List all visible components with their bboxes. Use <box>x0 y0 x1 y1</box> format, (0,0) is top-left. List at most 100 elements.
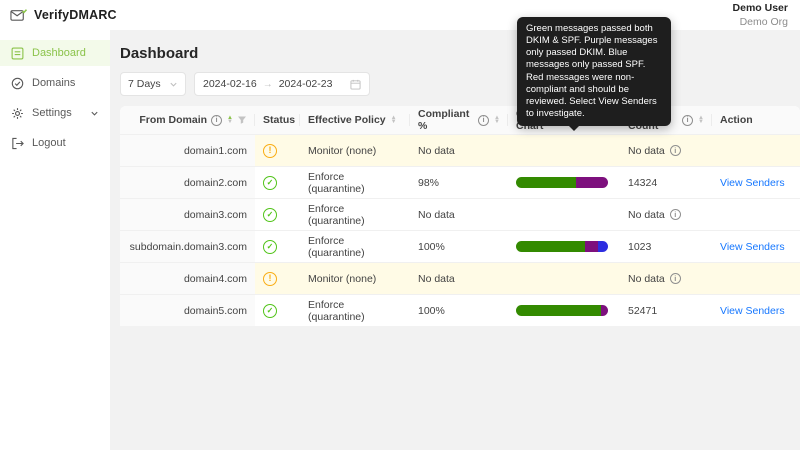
cell-effective-policy: Monitor (none) <box>300 263 410 294</box>
cell-action <box>712 199 800 230</box>
domains-table: From Domain i ▲ ▼ Status Effective Policy ▲ ▼ Co… <box>120 106 800 326</box>
sidebar-item-label: Domains <box>32 77 76 89</box>
cell-compliance-chart <box>508 295 620 326</box>
filter-icon[interactable] <box>237 115 247 125</box>
cell-action: View Senders <box>712 167 800 198</box>
cell-total-count: 1023 <box>620 231 712 262</box>
compliance-bar <box>516 241 608 252</box>
table-header-row: From Domain i ▲ ▼ Status Effective Policy ▲ ▼ Co… <box>120 106 800 134</box>
app-logo: VerifyDMARC <box>10 8 117 22</box>
cell-total-count: 52471 <box>620 295 712 326</box>
cell-compliance-chart <box>508 263 620 294</box>
sidebar-item-label: Settings <box>32 107 72 119</box>
status-success-icon: ✓ <box>263 303 277 318</box>
chart-segment-purple <box>575 177 608 188</box>
cell-status: ✓ <box>255 295 300 326</box>
sidebar-item-dashboard[interactable]: Dashboard <box>0 40 110 66</box>
cell-action: View Senders <box>712 295 800 326</box>
chart-segment-purple <box>585 241 598 252</box>
chart-segment-green <box>516 177 576 188</box>
cell-status: ✓ <box>255 167 300 198</box>
cell-from-domain: domain3.com <box>120 199 255 230</box>
info-icon[interactable]: i <box>669 145 681 156</box>
chart-segment-green <box>516 241 585 252</box>
date-start: 2024-02-16 <box>203 78 257 90</box>
cell-from-domain: domain5.com <box>120 295 255 326</box>
total-count-value: No data <box>628 272 665 285</box>
filter-bar: 7 Days 2024-02-16 → 2024-02-23 <box>120 72 800 96</box>
domains-icon <box>11 77 24 90</box>
table-body: domain1.com! Monitor (none) No data No data… <box>120 134 800 326</box>
cell-action: View Senders <box>712 231 800 262</box>
mail-check-icon <box>10 8 28 22</box>
cell-status: ✓ <box>255 199 300 230</box>
date-range-separator: → <box>262 78 273 90</box>
cell-status: ! <box>255 263 300 294</box>
sort-icon[interactable]: ▲ ▼ <box>698 114 704 125</box>
sidebar-item-domains[interactable]: Domains <box>0 70 110 96</box>
column-header-compliant-[interactable]: Compliant % i ▲ ▼ <box>410 106 508 134</box>
cell-status: ! <box>255 135 300 166</box>
total-count-value: 1023 <box>628 240 652 253</box>
sidebar-item-settings[interactable]: Settings <box>0 100 110 126</box>
column-label: Compliant % <box>418 108 470 132</box>
column-header-status: Status <box>255 106 300 134</box>
total-count-value: No data <box>628 144 665 157</box>
cell-from-domain: domain2.com <box>120 167 255 198</box>
calendar-icon <box>350 79 361 90</box>
table-row: domain5.com ✓ Enforce (quarantine) 100% 5247… <box>120 294 800 326</box>
view-senders-link[interactable]: View Senders <box>720 304 785 317</box>
cell-action <box>712 135 800 166</box>
date-end: 2024-02-23 <box>278 78 333 90</box>
cell-status: ✓ <box>255 231 300 262</box>
chart-segment-green <box>516 305 601 316</box>
info-icon[interactable]: i <box>478 114 490 126</box>
info-icon[interactable]: i <box>682 114 694 126</box>
table-row: subdomain.domain3.com ✓ Enforce (quarantin… <box>120 230 800 262</box>
view-senders-link[interactable]: View Senders <box>720 240 785 253</box>
top-bar: VerifyDMARC Demo User Demo Org <box>0 0 800 30</box>
total-count-value: 14324 <box>628 176 658 189</box>
cell-compliance-chart <box>508 231 620 262</box>
chevron-down-icon <box>90 109 99 118</box>
compliance-bar <box>516 177 608 188</box>
info-icon[interactable]: i <box>211 114 223 126</box>
chart-segment-blue <box>597 241 608 252</box>
cell-compliance-chart <box>508 167 620 198</box>
total-count-value: No data <box>628 208 665 221</box>
cell-from-domain: subdomain.domain3.com <box>120 231 255 262</box>
sidebar-item-logout[interactable]: Logout <box>0 130 110 156</box>
sort-icon[interactable]: ▲ ▼ <box>494 114 500 125</box>
info-icon[interactable]: i <box>669 209 681 220</box>
chevron-down-icon <box>169 80 178 89</box>
view-senders-link[interactable]: View Senders <box>720 176 785 189</box>
status-success-icon: ✓ <box>263 207 277 222</box>
cell-compliant-pct: No data <box>418 208 455 221</box>
date-range-picker[interactable]: 2024-02-16 → 2024-02-23 <box>194 72 370 96</box>
cell-from-domain: domain1.com <box>120 135 255 166</box>
sidebar-menu: Dashboard Domains Settings Logout <box>0 40 110 156</box>
page-title: Dashboard <box>120 45 199 62</box>
column-header-effective-policy[interactable]: Effective Policy ▲ ▼ <box>300 106 410 134</box>
sidebar-item-label: Dashboard <box>32 47 86 59</box>
cell-compliant-pct: No data <box>410 263 508 294</box>
column-header-from-domain[interactable]: From Domain i ▲ ▼ <box>120 106 255 134</box>
cell-total-count: No data i <box>620 199 712 230</box>
sidebar-item-label: Logout <box>32 137 66 149</box>
org-name: Demo Org <box>739 16 788 28</box>
cell-action <box>712 263 800 294</box>
info-icon[interactable]: i <box>669 273 681 284</box>
column-label: Effective Policy <box>308 114 386 126</box>
period-select-value: 7 Days <box>128 78 161 90</box>
status-warning-icon: ! <box>263 143 277 158</box>
cell-effective-policy: Monitor (none) <box>300 135 410 166</box>
sidebar: Dashboard Domains Settings Logout <box>0 30 110 450</box>
table-row: domain2.com ✓ Enforce (quarantine) 98% 14324… <box>120 166 800 198</box>
user-box[interactable]: Demo User Demo Org <box>733 1 788 29</box>
sort-icon[interactable]: ▲ ▼ <box>227 114 233 125</box>
cell-total-count: 14324 <box>620 167 712 198</box>
period-select[interactable]: 7 Days <box>120 72 186 96</box>
table-row: domain1.com! Monitor (none) No data No data… <box>120 134 800 166</box>
tooltip-text: Green messages passed both DKIM & SPF. P… <box>526 23 658 120</box>
sort-icon[interactable]: ▲ ▼ <box>390 114 397 125</box>
